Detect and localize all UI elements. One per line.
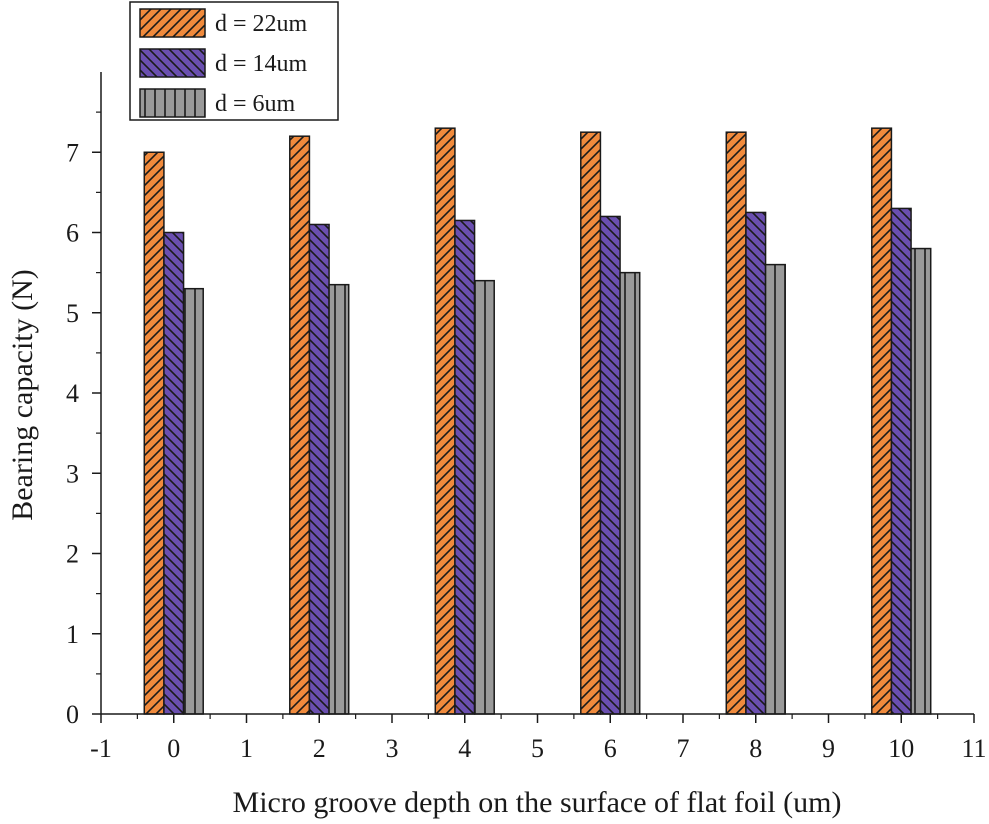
bar-d-14um-2 bbox=[308, 223, 330, 715]
x-tick-label: 5 bbox=[531, 734, 544, 763]
legend-swatch bbox=[139, 8, 206, 38]
x-tick-label: 7 bbox=[677, 734, 690, 763]
bar-hatch bbox=[764, 263, 786, 715]
bar-hatch bbox=[871, 127, 893, 715]
bar-hatch bbox=[910, 247, 932, 715]
bar-hatch bbox=[308, 223, 330, 715]
bar-hatch bbox=[599, 215, 621, 715]
x-tick-label: -1 bbox=[90, 734, 112, 763]
y-tick-label: 7 bbox=[66, 138, 79, 167]
bar-d-22um-4 bbox=[434, 127, 456, 715]
bar-hatch bbox=[182, 287, 204, 715]
y-tick-label: 6 bbox=[66, 219, 79, 248]
y-tick-label: 2 bbox=[66, 540, 79, 569]
legend-label: d = 6um bbox=[215, 91, 296, 117]
bars-layer bbox=[143, 127, 932, 715]
bar-hatch bbox=[745, 211, 767, 715]
legend-swatch bbox=[139, 88, 206, 118]
y-tick-label: 3 bbox=[66, 459, 79, 488]
x-tick-label: 9 bbox=[822, 734, 835, 763]
bar-hatch bbox=[163, 231, 185, 715]
bar-d-22um-0 bbox=[143, 151, 165, 715]
bar-hatch bbox=[725, 131, 747, 715]
bar-d-6um-4 bbox=[473, 279, 495, 715]
x-tick-label: 8 bbox=[749, 734, 762, 763]
bar-d-14um-6 bbox=[599, 215, 621, 715]
x-tick-label: 10 bbox=[888, 734, 914, 763]
bar-hatch bbox=[473, 279, 495, 715]
x-tick-label: 2 bbox=[313, 734, 326, 763]
y-tick-label: 1 bbox=[66, 620, 79, 649]
bar-hatch bbox=[143, 151, 165, 715]
y-tick-label: 5 bbox=[66, 299, 79, 328]
bar-d-14um-10 bbox=[890, 207, 912, 715]
bar-hatch bbox=[580, 131, 602, 715]
bar-hatch bbox=[328, 283, 350, 715]
bar-d-22um-10 bbox=[871, 127, 893, 715]
bar-d-14um-0 bbox=[163, 231, 185, 715]
bar-d-6um-0 bbox=[182, 287, 204, 715]
bar-hatch bbox=[289, 135, 311, 715]
bar-hatch bbox=[434, 127, 456, 715]
legend-label: d = 14um bbox=[215, 51, 308, 77]
legend-label: d = 22um bbox=[215, 11, 308, 37]
bar-d-6um-2 bbox=[328, 283, 350, 715]
bar-d-6um-10 bbox=[910, 247, 932, 715]
bar-hatch bbox=[619, 271, 641, 715]
x-tick-label: 4 bbox=[458, 734, 471, 763]
bar-d-14um-4 bbox=[454, 219, 476, 715]
bar-d-14um-8 bbox=[745, 211, 767, 715]
y-tick-label: 4 bbox=[66, 379, 79, 408]
y-tick-label: 0 bbox=[66, 700, 79, 729]
legend-swatch bbox=[139, 48, 206, 78]
y-axis-title: Bearing capacity (N) bbox=[6, 269, 39, 521]
legend: d = 22um d = 14um d = 6um bbox=[129, 1, 339, 121]
x-axis-title: Micro groove depth on the surface of fla… bbox=[233, 786, 842, 819]
x-tick-label: 3 bbox=[386, 734, 399, 763]
axes-layer: -1 0 1 2 3 4 5 6 7 8 9 10 11 0 1 2 3 4 5 6 7 bbox=[66, 72, 987, 763]
x-tick-label: 11 bbox=[961, 734, 986, 763]
x-tick-label: 6 bbox=[604, 734, 617, 763]
bar-d-22um-2 bbox=[289, 135, 311, 715]
x-tick-label: 0 bbox=[167, 734, 180, 763]
legend-item: d = 22um bbox=[139, 8, 308, 38]
bar-hatch bbox=[454, 219, 476, 715]
x-tick-label: 1 bbox=[240, 734, 253, 763]
bar-d-6um-6 bbox=[619, 271, 641, 715]
legend-item: d = 14um bbox=[139, 48, 308, 78]
bar-d-22um-6 bbox=[580, 131, 602, 715]
bar-d-6um-8 bbox=[764, 263, 786, 715]
bar-d-22um-8 bbox=[725, 131, 747, 715]
bar-hatch bbox=[890, 207, 912, 715]
legend-item: d = 6um bbox=[139, 88, 296, 118]
